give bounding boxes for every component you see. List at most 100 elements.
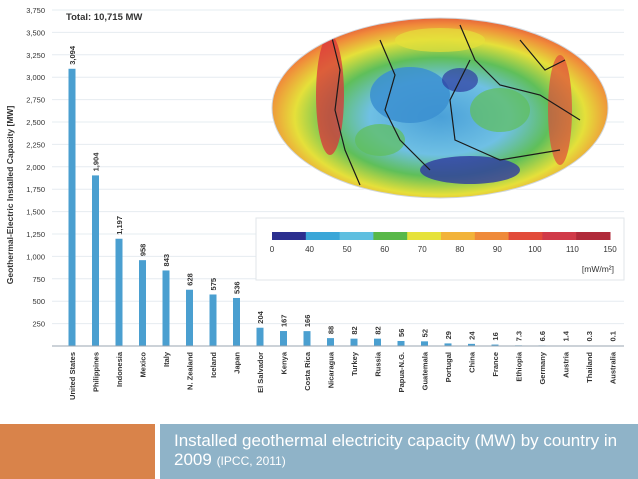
value-label: 1,197 — [115, 216, 124, 235]
y-axis-label: Geothermal-Electric Installed Capacity [… — [5, 106, 15, 285]
y-tick-labels: 250 500 750 1,000 1,250 1,500 1,750 2,000 2,250 2… — [26, 6, 45, 329]
value-label: 575 — [209, 278, 218, 291]
map-pacific-blue — [370, 67, 450, 123]
y-tick-label: 750 — [32, 275, 45, 284]
bar — [468, 343, 475, 346]
x-tick-label: Ethiopia — [515, 351, 524, 381]
legend-tick: 40 — [305, 245, 314, 254]
caption-source: (IPCC, 2011) — [216, 454, 286, 468]
y-tick-label: 1,250 — [26, 230, 45, 239]
caption-footer: Installed geothermal electricity capacit… — [0, 410, 638, 479]
value-label: 0.1 — [609, 331, 618, 341]
bar — [92, 175, 99, 346]
value-label: 82 — [374, 326, 383, 334]
y-tick-label: 1,000 — [26, 252, 45, 261]
value-label: 56 — [397, 329, 406, 337]
chart-title: Total: 10,715 MW — [66, 12, 142, 23]
x-tick-label: Austria — [562, 351, 571, 378]
legend-tick: 150 — [603, 245, 617, 254]
value-label: 29 — [444, 331, 453, 339]
x-tick-labels: United States Philippines Indonesia Mexico I… — [68, 351, 618, 400]
value-label: 82 — [350, 326, 359, 334]
y-tick-label: 2,750 — [26, 96, 45, 105]
legend-tick: 70 — [418, 245, 427, 254]
bar — [139, 260, 146, 346]
legend-color-bar — [272, 232, 611, 240]
value-label: 628 — [186, 273, 195, 286]
accent-block — [0, 424, 155, 479]
bar — [162, 270, 170, 346]
map-deep-blue-zone — [420, 156, 520, 184]
legend-tick: 110 — [566, 245, 579, 254]
bar — [491, 344, 499, 346]
legend-tick: 80 — [455, 245, 464, 254]
x-tick-label: Costa Rica — [303, 351, 312, 391]
bar — [397, 340, 405, 346]
x-tick-label: N. Zealand — [186, 352, 195, 390]
map-ridge-red-west — [316, 35, 344, 155]
x-tick-label: Russia — [374, 351, 383, 376]
x-tick-label: Guatemala — [421, 351, 430, 390]
legend-unit: [mW/m²] — [582, 264, 614, 274]
x-tick-label: Turkey — [350, 351, 359, 376]
x-tick-label: Thailand — [585, 352, 594, 383]
value-label: 958 — [139, 244, 148, 257]
map-ridge-red-east — [548, 55, 572, 165]
heat-flow-map — [271, 17, 609, 199]
bar — [444, 343, 452, 346]
value-label: 167 — [280, 315, 289, 328]
value-label: 843 — [162, 254, 171, 267]
x-tick-label: Italy — [162, 351, 171, 367]
bar — [280, 331, 287, 346]
y-tick-label: 500 — [32, 297, 45, 306]
legend-swatch — [441, 232, 476, 240]
value-label: 1,904 — [92, 152, 101, 172]
legend-swatch — [305, 232, 341, 240]
x-tick-label: Portugal — [444, 352, 453, 382]
value-label: 1.4 — [562, 330, 571, 341]
legend-tick: 50 — [343, 245, 352, 254]
legend-swatch — [373, 232, 408, 240]
x-tick-label: Papua-N.G. — [397, 352, 406, 392]
bar — [303, 331, 311, 346]
x-tick-label: Mexico — [139, 352, 148, 378]
legend-swatch — [272, 232, 307, 240]
legend-swatch — [508, 232, 543, 240]
caption-bar: Installed geothermal electricity capacit… — [160, 424, 638, 479]
y-tick-label: 3,500 — [26, 28, 45, 37]
map-green-zone-2 — [355, 124, 405, 156]
x-tick-label: China — [468, 351, 477, 373]
value-label: 7.3 — [515, 331, 524, 341]
caption-text: Installed geothermal electricity capacit… — [174, 431, 634, 471]
x-tick-label: Kenya — [280, 351, 289, 374]
value-label: 0.3 — [585, 331, 594, 341]
legend-swatch — [474, 232, 510, 240]
bar — [421, 341, 428, 346]
y-tick-label: 3,250 — [26, 51, 45, 60]
x-tick-label: Nicaragua — [327, 351, 336, 388]
x-tick-label: United States — [68, 352, 77, 400]
map-green-zone — [470, 88, 530, 132]
slide-edge — [626, 0, 638, 410]
x-tick-label: El Salvador — [256, 352, 265, 393]
y-tick-label: 1,750 — [26, 185, 45, 194]
legend-swatch — [407, 232, 442, 240]
map-yellow-zone — [395, 28, 485, 52]
bar — [327, 338, 334, 346]
bar — [68, 68, 76, 347]
bar — [186, 289, 193, 346]
legend-tick-labels: 0 40 50 60 70 80 90 100 110 150 — [270, 245, 617, 254]
value-label: 3,094 — [68, 45, 77, 65]
value-label: 52 — [421, 329, 430, 337]
value-labels: 3,094 1,904 1,197 958 843 628 575 536 204 167 166 8… — [68, 45, 618, 341]
value-label: 204 — [256, 310, 265, 323]
y-tick-label: 1,500 — [26, 208, 45, 217]
legend-swatch — [576, 232, 611, 240]
value-label: 536 — [233, 281, 242, 294]
bar — [256, 327, 264, 346]
caption-main: Installed geothermal electricity capacit… — [174, 431, 618, 469]
chart-panel: Geothermal-Electric Installed Capacity [… — [5, 6, 625, 400]
legend-tick: 60 — [380, 245, 389, 254]
bar — [115, 238, 123, 346]
x-tick-label: Philippines — [92, 352, 101, 392]
